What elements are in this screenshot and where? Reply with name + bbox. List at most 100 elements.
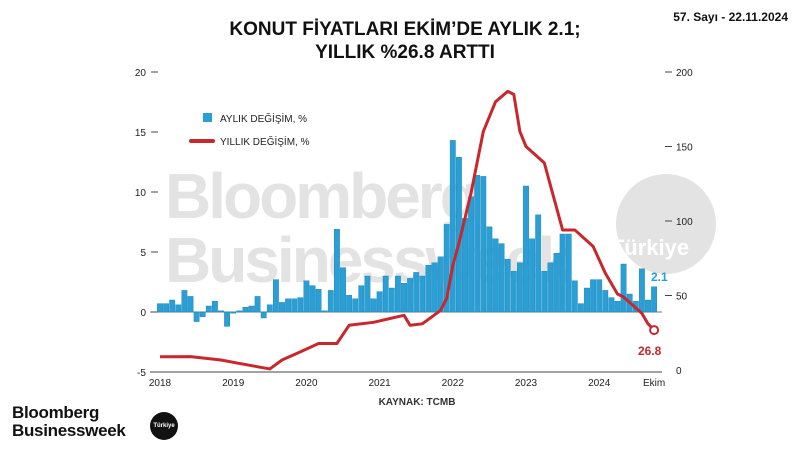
bar <box>242 307 249 313</box>
x-tick-label: 2021 <box>368 378 391 389</box>
bar <box>407 278 413 313</box>
bar <box>346 295 352 313</box>
bar <box>584 287 590 313</box>
logo-line-2: Businessweek <box>12 421 126 440</box>
bar <box>224 311 230 327</box>
bar <box>285 298 291 313</box>
bar <box>266 304 273 313</box>
bar <box>578 303 584 313</box>
bar <box>413 272 420 313</box>
bar <box>370 298 377 313</box>
bar <box>443 224 450 313</box>
watermark-line-1: Bloomberg <box>165 160 476 232</box>
line-end-label: 26.8 <box>638 344 662 358</box>
bar <box>273 279 279 313</box>
bar <box>291 298 298 313</box>
bar <box>468 196 474 313</box>
bar <box>205 305 212 313</box>
bar <box>529 238 536 313</box>
line-series <box>159 89 660 371</box>
line-end-marker <box>649 325 660 336</box>
left-tick-label: 20 <box>135 68 147 79</box>
right-tick-label: 50 <box>676 292 688 303</box>
turkiye-badge: Türkiye <box>150 412 178 440</box>
chart-title: KONUT FİYATLARI EKİM’DE AYLIK 2.1; YILLI… <box>170 18 640 64</box>
left-tick-label: 10 <box>135 188 147 199</box>
bar <box>608 297 615 313</box>
bar <box>639 268 645 313</box>
bar <box>175 304 182 313</box>
bar <box>614 301 621 313</box>
legend-bar-swatch <box>203 113 212 122</box>
bar <box>523 185 529 313</box>
bar <box>602 290 609 313</box>
bar <box>187 296 194 313</box>
bar <box>541 271 548 313</box>
x-tick-label: Ekim <box>643 378 665 389</box>
title-line-1: KONUT FİYATLARI EKİM’DE AYLIK 2.1; <box>229 19 581 40</box>
right-tick-label: 100 <box>676 217 693 228</box>
bar <box>535 214 542 313</box>
watermark-badge-text: Türkiye <box>611 235 689 260</box>
bloomberg-businessweek-logo: Bloomberg Businessweek <box>12 404 126 440</box>
bar <box>279 302 285 313</box>
bar <box>254 296 261 313</box>
bar <box>431 262 438 313</box>
legend-bar-label: AYLIK DEĞİŞİM, % <box>220 112 307 125</box>
bar <box>260 311 267 319</box>
bar <box>334 228 340 313</box>
bar <box>419 275 426 313</box>
x-tick-label: 2020 <box>295 378 318 389</box>
bar <box>395 275 401 313</box>
bar <box>364 275 371 313</box>
bar <box>181 290 188 313</box>
bar <box>590 279 597 313</box>
watermark: Bloomberg Businessweek Türkiye <box>165 160 716 296</box>
bar-series <box>157 140 658 327</box>
issue-date: 57. Sayı - 22.11.2024 <box>673 10 788 24</box>
bar <box>596 279 603 313</box>
bar <box>425 265 432 313</box>
x-tick-label: 2019 <box>222 378 245 389</box>
bar <box>218 310 224 313</box>
bar <box>193 311 200 322</box>
right-tick-label: 150 <box>676 143 693 154</box>
left-tick-label: 5 <box>140 248 146 259</box>
left-tick-label: -5 <box>137 368 146 379</box>
bar <box>504 259 511 313</box>
bar <box>309 285 316 313</box>
bar <box>376 291 383 313</box>
bar <box>620 263 627 313</box>
yearly-change-line <box>159 89 656 371</box>
bar <box>559 233 566 313</box>
bar <box>571 280 578 313</box>
bar <box>303 280 310 313</box>
bar <box>645 299 651 313</box>
bar <box>230 311 237 314</box>
bar <box>510 271 517 313</box>
left-tick-label: 15 <box>135 128 147 139</box>
bar <box>297 297 304 313</box>
x-tick-label: 2023 <box>515 378 538 389</box>
bar <box>211 301 218 313</box>
bar <box>651 286 658 313</box>
bar <box>236 310 243 313</box>
right-tick-label: 0 <box>676 366 682 377</box>
title-line-2: YILLIK %26.8 ARTTI <box>315 42 495 63</box>
bar <box>358 285 365 313</box>
bar <box>498 243 505 313</box>
bar <box>462 218 468 313</box>
bar <box>199 311 206 318</box>
bar <box>327 290 334 313</box>
right-tick-label: 200 <box>676 68 693 79</box>
bar <box>163 303 169 313</box>
x-tick-label: 2018 <box>149 378 172 389</box>
bar <box>352 298 359 313</box>
bar <box>565 233 572 313</box>
bar <box>474 174 481 313</box>
bar <box>517 262 523 313</box>
left-tick-label: 0 <box>140 308 146 319</box>
bar <box>388 287 395 313</box>
watermark-badge <box>616 174 716 274</box>
